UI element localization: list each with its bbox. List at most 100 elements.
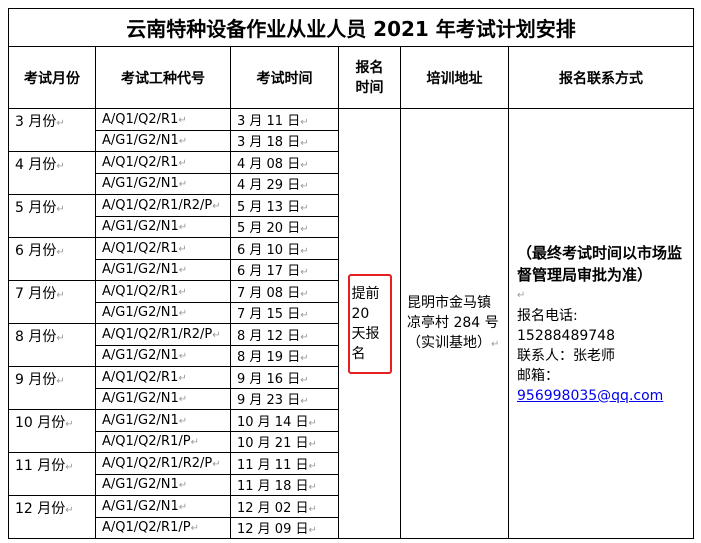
exam-type-code: A/G1/G2/N1 <box>102 305 179 321</box>
phone-number: 15288489748 <box>517 327 615 344</box>
paragraph-mark-icon: ↵ <box>65 462 74 473</box>
table-row: A/G1/G2/N1↵ 4 月 29 日↵ <box>9 172 694 195</box>
exam-type-code: A/G1/G2/N1 <box>102 412 179 428</box>
paragraph-mark-icon: ↵ <box>178 394 188 406</box>
paragraph-mark-icon: ↵ <box>308 417 317 429</box>
paragraph-mark-icon: ↵ <box>300 310 309 322</box>
table-row: 10 月份↵ A/G1/G2/N1↵ 10 月 14 日↵ <box>8 409 694 453</box>
exam-month: 12 月份 <box>15 501 66 517</box>
exam-month: 8 月份 <box>15 329 57 345</box>
training-address: 昆明市金马镇凉亭村 284 号（实训基地） <box>407 294 499 351</box>
exam-date: 8 月 19 日 <box>237 350 301 366</box>
exam-month: 6 月份 <box>15 243 57 259</box>
exam-type-code: A/Q1/Q2/R1 <box>102 283 179 299</box>
paragraph-mark-icon: ↵ <box>190 437 199 449</box>
table-row: A/G1/G2/N1↵ 9 月 23 日↵ <box>9 387 694 410</box>
exam-schedule-table: 云南特种设备作业从业人员 2021 年考试计划安排 考试月份 考试工种代号 考试时间… <box>7 8 695 539</box>
exam-date: 4 月 08 日 <box>237 156 301 172</box>
table-row: 4 月份↵ A/Q1/Q2/R1↵ 4 月 08 日↵ <box>8 151 694 195</box>
exam-date: 3 月 18 日 <box>237 135 301 151</box>
contact-person: 联系人：张老师 <box>517 347 615 364</box>
exam-month: 5 月份 <box>15 200 57 216</box>
exam-type-code: A/Q1/Q2/R1 <box>102 369 179 385</box>
column-header: 考试月份 <box>8 46 96 109</box>
exam-type-code: A/Q1/Q2/R1/R2/P <box>102 197 213 213</box>
table-row: 12 月份↵ A/G1/G2/N1↵ 12 月 02 日↵ <box>8 495 694 539</box>
table-row: A/G1/G2/N1↵ 6 月 17 日↵ <box>9 258 694 281</box>
registration-time-highlight: 提前 20 天报名 <box>347 273 392 374</box>
table-row: 6 月份↵ A/Q1/Q2/R1↵ 6 月 10 日↵ <box>8 237 694 281</box>
exam-month: 3 月份 <box>15 114 57 130</box>
email-link[interactable]: 956998035@qq.com <box>517 387 664 404</box>
paragraph-mark-icon: ↵ <box>65 505 74 516</box>
exam-type-code: A/G1/G2/N1 <box>102 219 179 235</box>
exam-type-code: A/Q1/Q2/R1/R2/P <box>102 326 213 342</box>
exam-type-code: A/G1/G2/N1 <box>102 391 179 407</box>
column-header: 报名联系方式 <box>507 46 695 109</box>
exam-type-code: A/Q1/Q2/R1 <box>102 111 179 127</box>
table-row: 7 月份↵ A/Q1/Q2/R1↵ 7 月 08 日↵ <box>8 280 694 324</box>
table-row: A/G1/G2/N1↵ 7 月 15 日↵ <box>9 301 694 324</box>
paragraph-mark-icon: ↵ <box>300 396 309 408</box>
paragraph-mark-icon: ↵ <box>178 286 187 298</box>
exam-date: 4 月 29 日 <box>237 178 301 194</box>
paragraph-mark-icon: ↵ <box>56 290 65 301</box>
paragraph-mark-icon: ↵ <box>178 308 188 320</box>
exam-type-code: A/Q1/Q2/R1/P <box>102 520 191 536</box>
exam-date: 7 月 08 日 <box>237 285 301 301</box>
paragraph-mark-icon: ↵ <box>308 460 317 472</box>
paragraph-mark-icon: ↵ <box>300 374 309 386</box>
paragraph-mark-icon: ↵ <box>178 501 188 513</box>
paragraph-mark-icon: ↵ <box>178 480 188 492</box>
email-label: 邮箱： <box>517 367 559 384</box>
exam-month: 10 月份 <box>15 415 66 431</box>
exam-type-code: A/Q1/Q2/R1/R2/P <box>102 455 213 471</box>
exam-type-code: A/G1/G2/N1 <box>102 133 179 149</box>
paragraph-mark-icon: ↵ <box>190 523 199 535</box>
exam-date: 7 月 15 日 <box>237 307 301 323</box>
exam-type-code: A/G1/G2/N1 <box>102 477 179 493</box>
column-header: 培训地址 <box>400 46 509 109</box>
column-header: 考试时间 <box>230 46 339 109</box>
exam-date: 10 月 21 日 <box>237 436 309 452</box>
exam-date: 6 月 10 日 <box>237 242 301 258</box>
table-row: 11 月份↵ A/Q1/Q2/R1/R2/P↵ 11 月 11 日↵ <box>8 452 694 496</box>
paragraph-mark-icon: ↵ <box>178 222 188 234</box>
exam-date: 9 月 16 日 <box>237 371 301 387</box>
table-row: A/G1/G2/N1↵ 5 月 20 日↵ <box>9 215 694 238</box>
exam-type-code: A/Q1/Q2/R1 <box>102 240 179 256</box>
paragraph-mark-icon: ↵ <box>65 419 74 430</box>
paragraph-mark-icon: ↵ <box>300 159 309 171</box>
paragraph-mark-icon: ↵ <box>300 288 309 300</box>
paragraph-mark-icon: ↵ <box>178 372 187 384</box>
paragraph-mark-icon: ↵ <box>300 202 309 214</box>
paragraph-mark-icon: ↵ <box>300 267 309 279</box>
paragraph-mark-icon: ↵ <box>212 329 221 341</box>
paragraph-mark-icon: ↵ <box>300 331 309 343</box>
paragraph-mark-icon: ↵ <box>56 118 65 129</box>
exam-type-code: A/Q1/Q2/R1/P <box>102 434 191 450</box>
exam-type-code: A/G1/G2/N1 <box>102 176 179 192</box>
exam-date: 11 月 18 日 <box>237 479 309 495</box>
paragraph-mark-icon: ↵ <box>178 179 188 191</box>
paragraph-mark-icon: ↵ <box>178 157 187 169</box>
exam-month: 9 月份 <box>15 372 57 388</box>
exam-type-code: A/G1/G2/N1 <box>102 498 179 514</box>
exam-date: 5 月 13 日 <box>237 199 301 215</box>
paragraph-mark-icon: ↵ <box>178 114 187 126</box>
document-title: 云南特种设备作业从业人员 2021 年考试计划安排 <box>7 8 695 47</box>
exam-date: 10 月 14 日 <box>237 414 309 430</box>
paragraph-mark-icon: ↵ <box>300 181 309 193</box>
exam-date: 5 月 20 日 <box>237 221 301 237</box>
exam-type-code: A/G1/G2/N1 <box>102 348 179 364</box>
paragraph-mark-icon: ↵ <box>300 353 309 365</box>
column-header: 报名时间 <box>338 46 401 109</box>
exam-date: 12 月 02 日 <box>237 500 309 516</box>
paragraph-mark-icon: ↵ <box>56 376 65 387</box>
exam-month: 7 月份 <box>15 286 57 302</box>
paragraph-mark-icon: ↵ <box>56 161 65 172</box>
paragraph-mark-icon: ↵ <box>300 245 309 257</box>
exam-date: 3 月 11 日 <box>237 113 301 129</box>
paragraph-mark-icon: ↵ <box>308 439 317 451</box>
table-row: A/G1/G2/N1↵ 3 月 18 日↵ <box>9 129 694 152</box>
